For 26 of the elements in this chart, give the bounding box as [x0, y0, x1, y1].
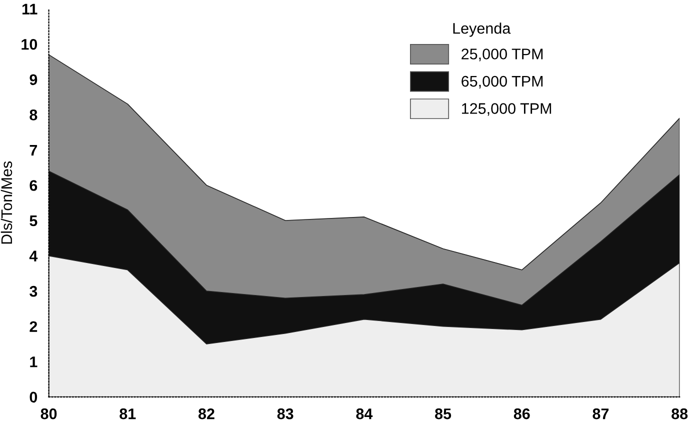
y-tick-label: 6 [30, 180, 38, 191]
x-tick-label: 86 [514, 408, 530, 420]
legend-label: 65,000 TPM [462, 76, 543, 88]
x-tick-label: 84 [356, 408, 373, 420]
y-tick-label: 4 [29, 250, 38, 262]
legend-title: Leyenda [453, 22, 511, 37]
y-axis-title: Dls/Ton/Mes [0, 161, 12, 244]
x-tick-label: 83 [277, 408, 294, 420]
y-tick-label: 11 [22, 4, 38, 14]
x-tick-label: 87 [592, 408, 609, 420]
y-tick-label: 7 [30, 144, 38, 156]
x-tick-label: 85 [435, 408, 452, 420]
x-tick-label: 80 [40, 408, 57, 420]
y-tick-label: 9 [30, 74, 38, 86]
legend-label: 125,000 TPM [462, 103, 552, 116]
y-tick-label: 3 [30, 286, 38, 297]
legend-label: 25,000 TPM [462, 48, 543, 62]
x-tick-label: 88 [672, 408, 688, 420]
y-tick-label: 2 [30, 321, 38, 332]
y-tick-label: 1 [30, 356, 38, 368]
y-tick-label: 0 [30, 392, 38, 403]
y-tick-label: 5 [30, 216, 38, 226]
x-tick-label: 82 [198, 408, 214, 420]
y-tick-label: 10 [22, 38, 38, 50]
x-tick-label: 81 [120, 408, 136, 420]
y-tick-label: 8 [30, 110, 38, 120]
